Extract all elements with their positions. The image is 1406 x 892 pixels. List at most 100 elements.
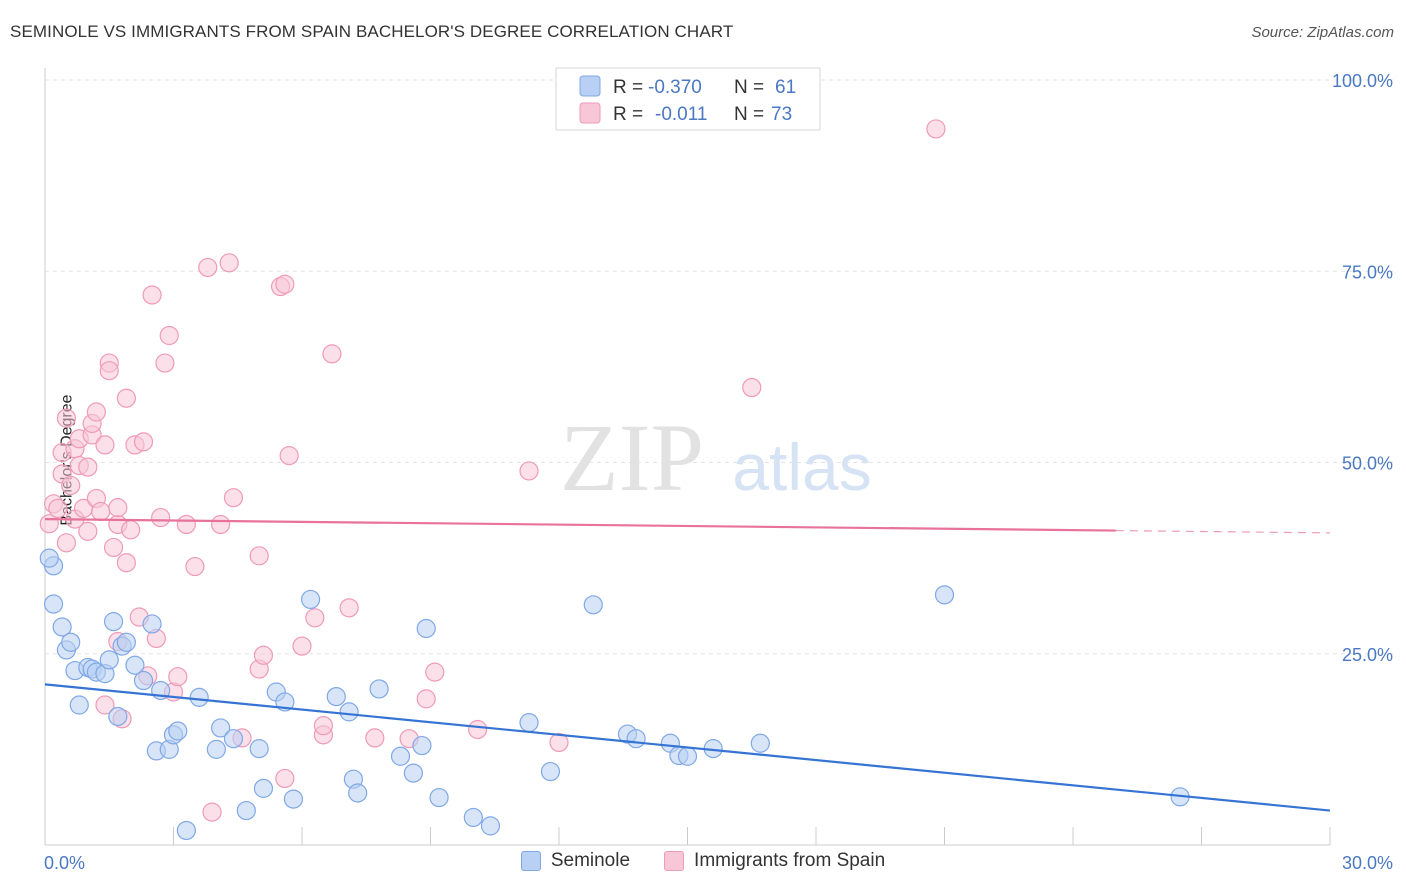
x-tick-label-min: 0.0% (44, 853, 85, 873)
seminole-point (750, 733, 770, 753)
seminole-point (283, 789, 304, 809)
spain-point (211, 514, 231, 535)
chart-title: SEMINOLE VS IMMIGRANTS FROM SPAIN BACHEL… (10, 22, 734, 41)
legend-r-value-spain: -0.011 (655, 104, 707, 125)
seminole-point (348, 783, 368, 803)
spain-point (365, 728, 385, 748)
spain-point (468, 719, 488, 740)
axes (44, 68, 1331, 846)
spain-point (185, 556, 205, 577)
spain-point (249, 546, 269, 566)
seminole-point (103, 612, 124, 632)
seminole-trend-line (44, 683, 1331, 812)
legend-item-spain: Immigrants from Spain (664, 850, 885, 872)
spain-point (219, 253, 239, 273)
spain-point (176, 514, 196, 535)
spain-point (313, 716, 334, 736)
spain-point (275, 274, 295, 294)
spain-point (108, 498, 128, 518)
spain-point (322, 344, 342, 364)
seminole-point (583, 595, 603, 615)
seminole-point (677, 746, 698, 766)
spain-point (425, 662, 445, 682)
seminole-point (326, 686, 346, 707)
spain-point (253, 645, 274, 665)
seminole-point (52, 617, 72, 637)
seminole-point (168, 721, 188, 741)
spain-point (56, 408, 77, 428)
spain-point (198, 257, 218, 278)
legend-n-label-seminole: N = (734, 77, 764, 98)
spain-point (151, 507, 171, 528)
seminole-point (429, 787, 449, 808)
y-tick-label-1: 50.0% (1342, 454, 1393, 474)
spain-point (159, 325, 179, 346)
seminole-point (206, 739, 226, 759)
legend-label-spain: Immigrants from Spain (694, 850, 886, 871)
seminole-point (69, 695, 89, 715)
spain-point (202, 802, 222, 822)
seminole-point (390, 746, 411, 766)
source-label: Source: ZipAtlas.com (1251, 24, 1394, 41)
spain-point (61, 475, 81, 496)
legend-swatch-spain-bottom (664, 851, 685, 871)
legend-n-value-seminole: 61 (775, 77, 796, 98)
series-legend: Seminole Immigrants from Spain (0, 850, 1406, 872)
seminole-point (176, 820, 196, 841)
legend-r-label-spain: R = (613, 104, 643, 125)
spain-point (168, 667, 188, 687)
spain-point (275, 768, 295, 789)
seminole-point (626, 729, 646, 749)
spain-point (305, 608, 325, 628)
seminole-point (416, 618, 436, 639)
spain-point (279, 446, 299, 466)
spain-point (56, 533, 77, 553)
spain-point (223, 488, 244, 508)
seminole-point (519, 712, 539, 733)
seminole-point (116, 632, 136, 652)
seminole-point (189, 687, 209, 707)
legend-label-seminole: Seminole (550, 850, 631, 871)
spain-point (549, 732, 569, 753)
spain-point (78, 521, 98, 541)
spain-point (91, 501, 111, 522)
seminole-point (125, 655, 145, 675)
seminole-point (540, 761, 561, 782)
seminole-point (463, 807, 483, 828)
spain-point (48, 498, 68, 518)
seminole-point (211, 718, 231, 738)
spain-point (95, 435, 115, 455)
watermark-zip: ZIP (560, 404, 704, 511)
watermark-atlas: atlas (732, 430, 871, 504)
seminole-series (39, 548, 1190, 841)
seminole-point (99, 650, 119, 670)
seminole-point (369, 679, 389, 699)
seminole-point (223, 729, 244, 749)
grid-lines (45, 79, 1393, 655)
spain-point (133, 432, 154, 452)
legend-swatch-seminole (579, 75, 601, 97)
stats-legend: R = -0.370 N = 61 R = -0.011 N = 73 (555, 67, 821, 131)
spain-point (339, 598, 359, 618)
legend-n-label-spain: N = (734, 104, 764, 125)
spain-trend-line (44, 518, 1116, 532)
seminole-point (108, 706, 128, 727)
seminole-point (253, 778, 274, 798)
seminole-point (412, 735, 432, 756)
y-tick-label-3: 100.0% (1332, 71, 1393, 91)
legend-swatch-seminole-bottom (520, 851, 541, 871)
y-tick-label-0: 25.0% (1342, 645, 1393, 665)
spain-point (155, 353, 175, 373)
seminole-point (133, 670, 154, 691)
y-tick-label-2: 75.0% (1342, 262, 1393, 282)
seminole-point (300, 589, 321, 610)
spain-trend-line-extension (1115, 529, 1331, 534)
seminole-point (43, 594, 64, 614)
legend-n-value-spain: 73 (771, 104, 792, 125)
seminole-point (480, 816, 501, 836)
spain-point (116, 388, 136, 408)
spain-point (121, 520, 141, 540)
seminole-point (403, 763, 423, 783)
seminole-point (236, 800, 256, 821)
